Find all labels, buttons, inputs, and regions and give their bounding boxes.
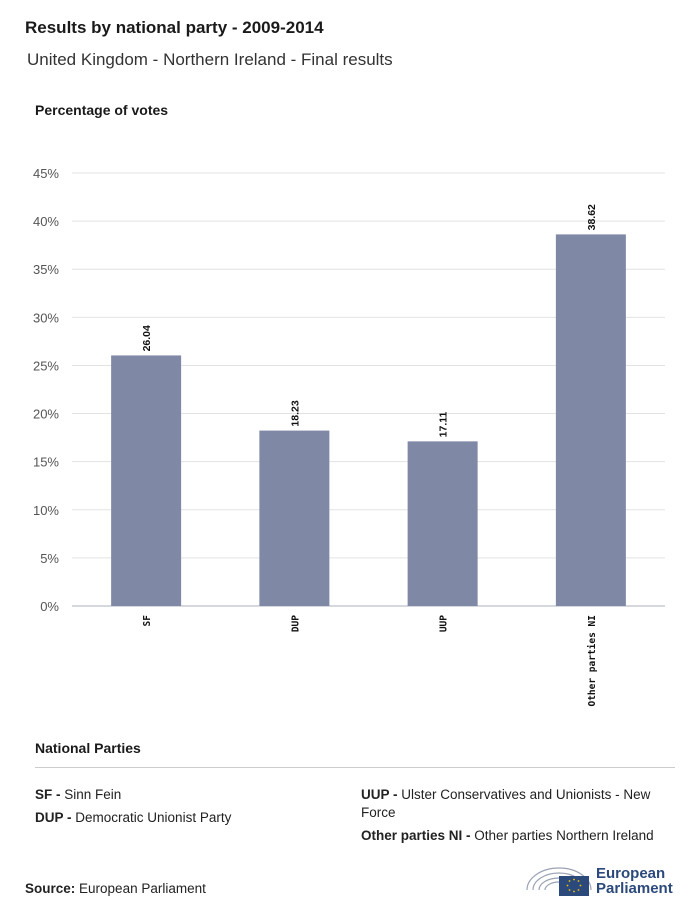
source-note: Source: European Parliament — [25, 881, 206, 896]
chart-title: Results by national party - 2009-2014 — [25, 18, 324, 37]
eu-flag-icon — [559, 876, 589, 896]
x-tick-label: Other parties NI — [587, 615, 598, 707]
data-label: 38.62 — [586, 204, 598, 230]
legend-item-dup: DUP - Democratic Unionist Party — [35, 809, 335, 827]
bar — [407, 441, 478, 606]
x-tick-label: SF — [142, 615, 153, 627]
y-tick-label: 0% — [40, 599, 59, 614]
y-tick-label: 30% — [33, 310, 59, 325]
data-label: 17.11 — [438, 412, 450, 438]
source-value: European Parliament — [79, 881, 206, 896]
legend-abbr: SF - — [35, 787, 61, 802]
legend-abbr: DUP - — [35, 810, 72, 825]
legend-abbr: Other parties NI - — [361, 828, 471, 843]
logo-line-2: Parliament — [596, 880, 673, 897]
legend-name: Democratic Unionist Party — [75, 810, 232, 825]
bar — [555, 234, 626, 606]
legend-item-other: Other parties NI - Other parties Norther… — [361, 827, 681, 845]
x-tick-label: DUP — [290, 615, 301, 632]
y-tick-label: 25% — [33, 358, 59, 373]
chart-subtitle: United Kingdom - Northern Ireland - Fina… — [27, 50, 393, 69]
y-axis-title: Percentage of votes — [35, 102, 169, 118]
y-tick-label: 15% — [33, 455, 59, 470]
y-tick-label: 40% — [33, 214, 59, 229]
data-label: 26.04 — [141, 325, 153, 351]
bar — [111, 355, 182, 606]
legend-item-uup: UUP - Ulster Conservatives and Unionists… — [361, 786, 671, 822]
logo-line-1: European — [596, 865, 666, 882]
y-tick-label: 5% — [40, 551, 59, 566]
x-tick-label: UUP — [439, 615, 450, 632]
source-label: Source: — [25, 881, 76, 896]
y-tick-label: 45% — [33, 166, 59, 181]
legend-divider — [35, 767, 675, 768]
legend-title: National Parties — [35, 740, 141, 756]
data-label: 18.23 — [289, 400, 301, 426]
legend-name: Sinn Fein — [64, 787, 122, 802]
y-tick-label: 35% — [33, 262, 59, 277]
legend-item-sf: SF - Sinn Fein — [35, 786, 335, 804]
bar-chart: 0% 5% 10% 15% 20% 25% 30% 35% 40% 45% 26.04 SF 18.23… — [33, 166, 665, 707]
logo-wordmark: European Parliament — [596, 866, 673, 896]
y-tick-label: 10% — [33, 503, 59, 518]
european-parliament-logo — [526, 867, 592, 896]
legend-abbr: UUP - — [361, 787, 398, 802]
y-tick-label: 20% — [33, 407, 59, 422]
legend-name: Other parties Northern Ireland — [474, 828, 654, 843]
bar — [259, 430, 330, 606]
legend-name: Ulster Conservatives and Unionists - New… — [361, 787, 651, 820]
